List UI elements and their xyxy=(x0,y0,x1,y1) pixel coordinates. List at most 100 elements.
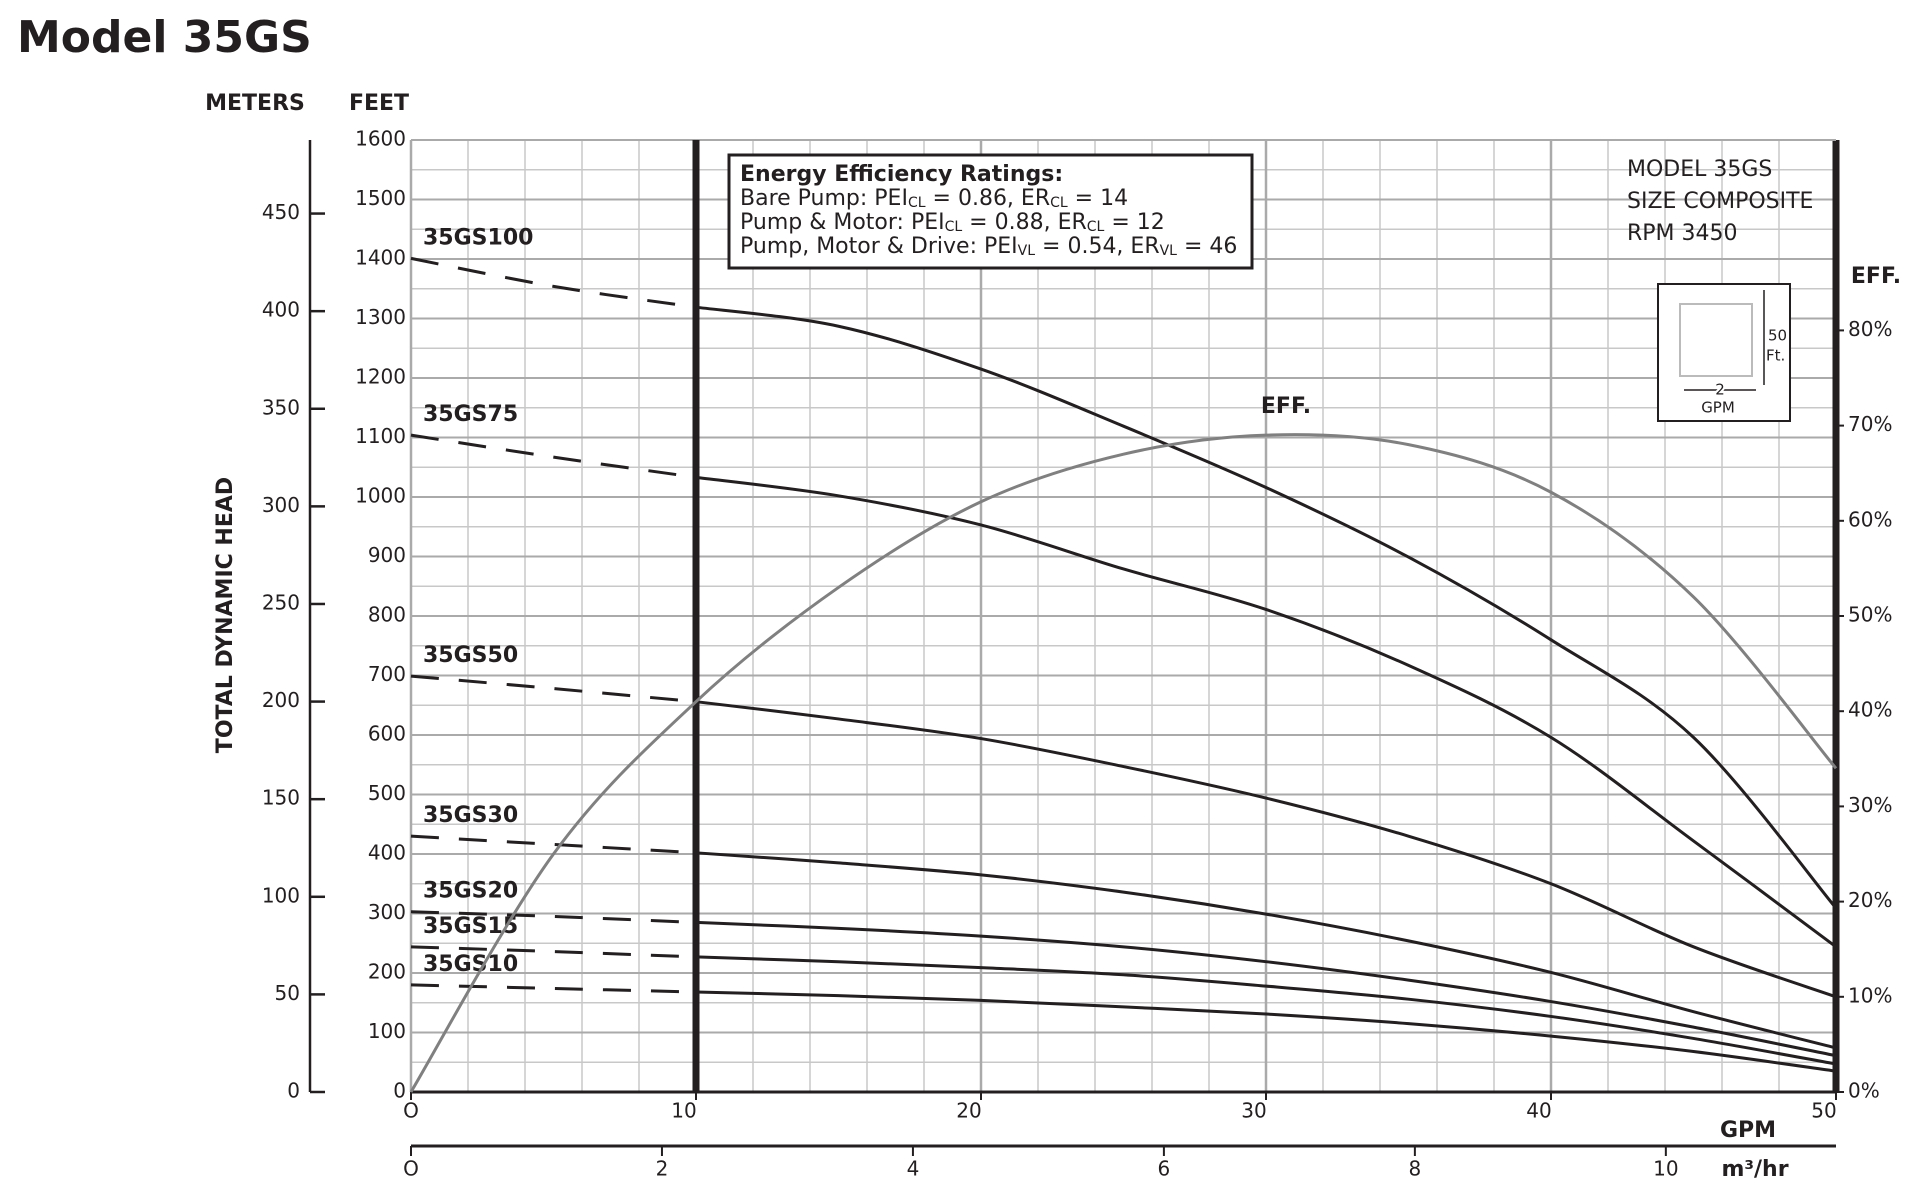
x-axis-title: GPM xyxy=(1720,1118,1776,1143)
series-label: EFF. xyxy=(1261,394,1311,419)
series-label: 35GS50 xyxy=(423,643,518,668)
meters-tick-label: 200 xyxy=(262,688,300,712)
model-info: MODEL 35GS xyxy=(1627,157,1772,182)
y-tick-label: 1600 xyxy=(355,127,406,151)
pump-curve xyxy=(695,990,1837,1073)
ratings-line: Pump, Motor & Drive: PEIVL = 0.54, ERVL … xyxy=(740,234,1237,259)
ratings-line: Bare Pump: PEICL = 0.86, ERCL = 14 xyxy=(740,186,1128,211)
scale-text: Ft. xyxy=(1766,347,1785,365)
x-tick-label: 20 xyxy=(956,1099,981,1123)
ratings-title: Energy Efficiency Ratings: xyxy=(740,162,1063,187)
y2-tick-label: 30% xyxy=(1848,793,1892,817)
y2-tick-label: 10% xyxy=(1848,983,1892,1007)
y-tick-label: 600 xyxy=(368,722,406,746)
y-tick-label: 400 xyxy=(368,841,406,865)
y-axis-title: TOTAL DYNAMIC HEAD xyxy=(213,477,238,753)
feet-label: FEET xyxy=(349,91,409,116)
y-tick-label: 300 xyxy=(368,900,406,924)
pump-curve xyxy=(695,700,1837,999)
y2-tick-label: 20% xyxy=(1848,888,1892,912)
y2-tick-label: 60% xyxy=(1848,507,1892,531)
y-tick-label: 1500 xyxy=(355,186,406,210)
ratings-text: = 46 xyxy=(1177,234,1237,259)
y-tick-label: 500 xyxy=(368,781,406,805)
pump-curve xyxy=(695,955,1837,1066)
y-tick-label: 900 xyxy=(368,543,406,567)
dashed-curve xyxy=(410,834,697,855)
dashed-curve xyxy=(410,945,697,959)
dashed-curve xyxy=(410,433,697,479)
x-tick-label: 30 xyxy=(1241,1099,1266,1123)
meters-tick-label: 350 xyxy=(262,395,300,419)
y-tick-label: 1400 xyxy=(355,246,406,270)
dashed-curve xyxy=(410,256,697,309)
meters-tick-label: 250 xyxy=(262,590,300,614)
y2-tick-label: 70% xyxy=(1848,412,1892,436)
ratings-line: Pump & Motor: PEICL = 0.88, ERCL = 12 xyxy=(740,210,1165,235)
x-tick-label: 10 xyxy=(671,1099,696,1123)
meters-tick-label: 50 xyxy=(275,981,300,1005)
ratings-subscript: CL xyxy=(945,219,963,235)
x-tick-label: O xyxy=(403,1099,419,1123)
dashed-curve xyxy=(410,983,697,994)
model-info: RPM 3450 xyxy=(1627,221,1738,246)
ratings-text: = 0.86, ER xyxy=(926,186,1051,211)
pump-curve xyxy=(695,475,1837,949)
ratings-subscript: VL xyxy=(1160,243,1178,259)
series-label: 35GS20 xyxy=(423,879,518,904)
x-tick-label: 50 xyxy=(1811,1099,1836,1123)
x2-tick-label: 10 xyxy=(1653,1157,1678,1181)
y-tick-label: 1300 xyxy=(355,305,406,329)
pump-curve xyxy=(695,305,1838,910)
y2-tick-label: 50% xyxy=(1848,603,1892,627)
y-tick-label: 1200 xyxy=(355,365,406,389)
series-label: 35GS100 xyxy=(423,225,533,250)
meters-tick-label: 300 xyxy=(262,493,300,517)
ratings-text: Bare Pump: PEI xyxy=(740,186,908,211)
model-info: SIZE COMPOSITE xyxy=(1627,189,1813,214)
ratings-subscript: VL xyxy=(1018,243,1036,259)
y-tick-label: 100 xyxy=(368,1019,406,1043)
series-label: 35GS10 xyxy=(423,952,518,977)
ratings-subscript: CL xyxy=(1087,219,1105,235)
x2-tick-label: 8 xyxy=(1409,1157,1422,1181)
scale-square xyxy=(1679,303,1753,377)
y-tick-label: 1000 xyxy=(355,484,406,508)
pump-curve xyxy=(695,920,1837,1058)
x2-axis-title: m³/hr xyxy=(1721,1157,1788,1182)
ratings-text: Pump & Motor: PEI xyxy=(740,210,945,235)
y2-axis-title: EFF. xyxy=(1851,264,1901,289)
meters-tick-label: 450 xyxy=(262,200,300,224)
meters-label: METERS xyxy=(205,91,305,116)
ratings-box xyxy=(727,153,1254,270)
y2-tick-label: 80% xyxy=(1848,317,1892,341)
meters-tick-label: 0 xyxy=(287,1079,300,1103)
series-label: 35GS75 xyxy=(423,402,518,427)
y2-tick-label: 40% xyxy=(1848,698,1892,722)
x2-tick-label: 4 xyxy=(907,1157,920,1181)
x2-tick-label: 6 xyxy=(1158,1157,1171,1181)
y-tick-label: 700 xyxy=(368,662,406,686)
y-tick-label: 800 xyxy=(368,603,406,627)
ratings-text: = 12 xyxy=(1104,210,1164,235)
scale-text: 50 xyxy=(1768,327,1787,345)
ratings-text: = 14 xyxy=(1068,186,1128,211)
x2-tick-label: O xyxy=(403,1157,419,1181)
meters-tick-label: 100 xyxy=(262,883,300,907)
y-tick-label: 200 xyxy=(368,960,406,984)
scale-text: 2 xyxy=(1715,381,1725,399)
scale-text: GPM xyxy=(1701,399,1735,417)
x2-tick-label: 2 xyxy=(656,1157,669,1181)
ratings-text: Pump, Motor & Drive: PEI xyxy=(740,234,1018,259)
series-label: 35GS15 xyxy=(423,914,518,939)
y2-tick-label: 0% xyxy=(1848,1079,1880,1103)
dashed-curve xyxy=(410,674,697,704)
efficiency-curve xyxy=(409,433,1838,1093)
y-tick-label: 0 xyxy=(393,1079,406,1103)
meters-tick-label: 400 xyxy=(262,298,300,322)
series-label: 35GS30 xyxy=(423,803,518,828)
dashed-curve xyxy=(410,910,697,924)
ratings-subscript: CL xyxy=(908,195,926,211)
ratings-text: = 0.54, ER xyxy=(1035,234,1160,259)
